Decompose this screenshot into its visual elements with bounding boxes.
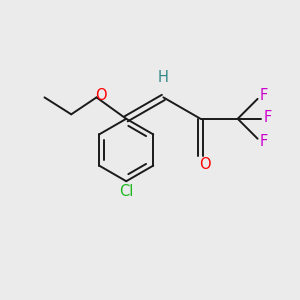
Text: Cl: Cl: [119, 184, 134, 199]
Text: F: F: [264, 110, 272, 125]
Text: F: F: [260, 88, 268, 104]
Text: H: H: [158, 70, 169, 85]
Text: F: F: [260, 134, 268, 149]
Text: O: O: [199, 157, 211, 172]
Text: O: O: [95, 88, 107, 104]
